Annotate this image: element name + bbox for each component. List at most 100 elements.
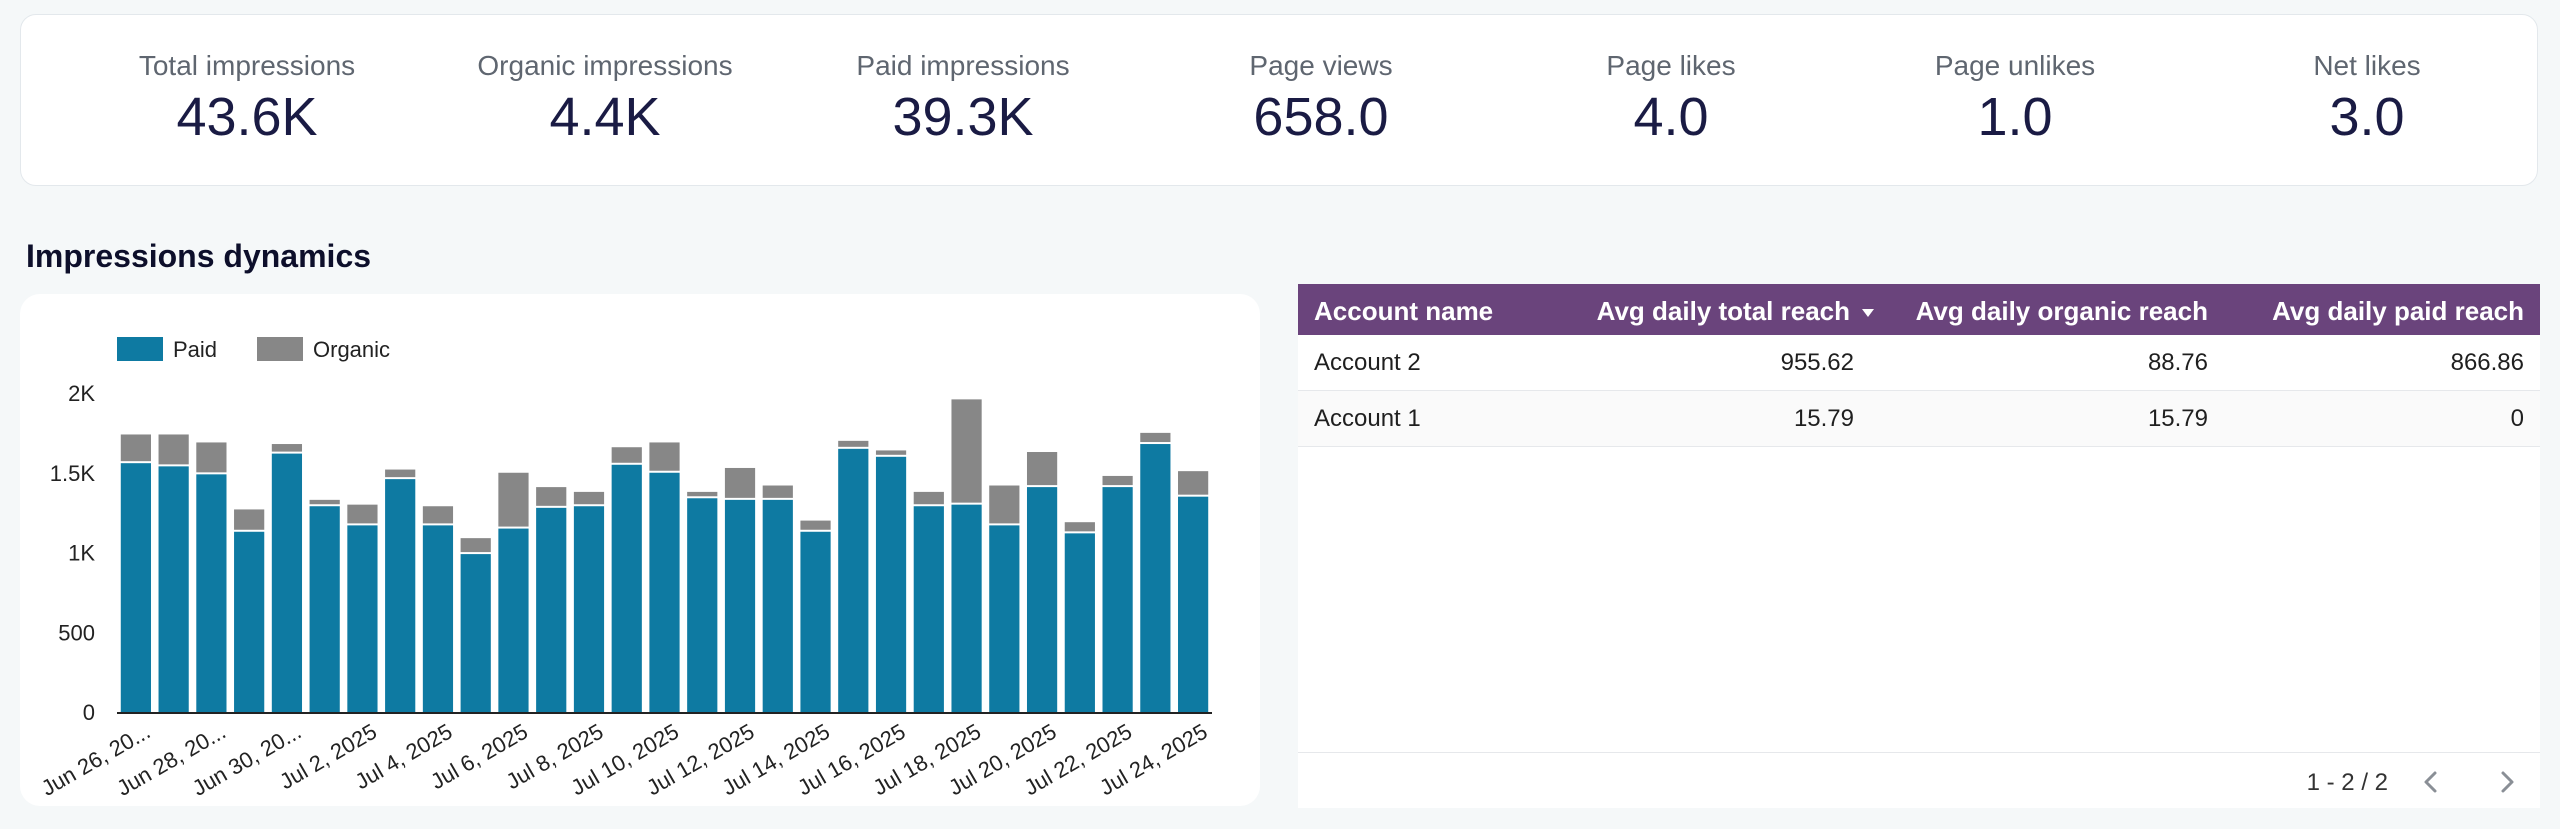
bar-organic [573, 491, 605, 505]
bar-organic [838, 440, 869, 447]
bar-paid [724, 499, 756, 712]
cell-avg-paid-reach: 0 [2510, 405, 2524, 432]
bar-paid [271, 453, 303, 712]
bar-paid [1178, 496, 1209, 712]
next-page-icon[interactable] [2492, 767, 2522, 797]
kpi-paid-impressions: Paid impressions 39.3K [813, 49, 1113, 149]
kpi-value: 658.0 [1253, 86, 1389, 147]
impressions-chart-card[interactable]: Paid Organic 0 500 1K 1.5K 2K Jun 26, 20... Jun … [20, 294, 1260, 806]
bar-organic [875, 450, 907, 455]
bar-organic [951, 399, 982, 503]
bar-paid [196, 474, 227, 712]
bar-organic [271, 444, 303, 452]
bar-organic [460, 538, 491, 553]
account-reach-table: Account name Avg daily total reach Avg d… [1298, 284, 2540, 808]
kpi-total-impressions: Total impressions 43.6K [97, 49, 397, 149]
kpi-label: Page likes [1606, 50, 1736, 81]
kpi-page-unlikes: Page unlikes 1.0 [1865, 49, 2165, 149]
table-header-row: Account name Avg daily total reach Avg d… [1298, 284, 2540, 335]
bar-paid [573, 506, 605, 712]
bar-organic [762, 485, 793, 498]
bar-organic [422, 506, 454, 524]
bar-paid [951, 504, 982, 712]
bar-paid [158, 466, 189, 712]
y-tick-label: 2K [68, 381, 95, 406]
bar-paid [875, 456, 907, 712]
bar-organic [498, 472, 529, 527]
table-row[interactable]: Account 1 15.79 15.79 0 [1298, 391, 2540, 447]
legend-label-organic: Organic [313, 337, 390, 362]
bar-paid [385, 479, 416, 712]
table-row[interactable]: Account 2 955.62 88.76 866.86 [1298, 335, 2540, 391]
bar-organic [800, 520, 831, 530]
bar-paid [1140, 444, 1171, 712]
bar-paid [120, 463, 151, 712]
legend-label-paid: Paid [173, 337, 217, 362]
bar-paid [498, 528, 529, 712]
kpi-organic-impressions: Organic impressions 4.4K [455, 49, 755, 149]
bar-organic [913, 491, 944, 505]
bar-organic [196, 442, 227, 473]
bar-paid [649, 472, 680, 712]
bar-organic [687, 491, 718, 497]
y-tick-label: 1K [68, 541, 95, 566]
legend-swatch-organic [257, 337, 303, 361]
legend-swatch-paid [117, 337, 163, 361]
bar-paid [422, 525, 454, 712]
bar-paid [838, 448, 869, 712]
kpi-scorecard-panel: Total impressions 43.6K Organic impressi… [20, 14, 2538, 186]
column-header-account-name[interactable]: Account name [1314, 296, 1494, 326]
kpi-value: 4.0 [1633, 86, 1709, 147]
bar-organic [989, 485, 1020, 524]
previous-page-icon[interactable] [2416, 767, 2446, 797]
cell-avg-organic-reach: 88.76 [2147, 349, 2208, 376]
bar-paid [913, 506, 944, 712]
bar-paid [1102, 487, 1133, 712]
y-tick-label: 1.5K [50, 461, 96, 486]
bar-organic [347, 504, 378, 524]
bar-paid [611, 464, 642, 712]
kpi-page-likes: Page likes 4.0 [1521, 49, 1821, 149]
kpi-value: 43.6K [176, 86, 318, 147]
y-tick-label: 0 [83, 700, 95, 725]
bar-organic [536, 487, 567, 506]
kpi-label: Page unlikes [1934, 50, 2096, 81]
bar-paid [800, 531, 831, 712]
bar-organic [724, 467, 756, 498]
cell-avg-total-reach: 15.79 [1793, 405, 1854, 432]
bar-organic [1178, 471, 1209, 495]
bar-paid [762, 499, 793, 712]
bar-paid [536, 507, 567, 712]
bar-organic [649, 442, 680, 471]
column-header-avg-organic-reach[interactable]: Avg daily organic reach [1915, 296, 2208, 326]
cell-avg-paid-reach: 866.86 [2450, 349, 2524, 376]
bar-paid [234, 531, 265, 712]
bar-paid [989, 525, 1020, 712]
bar-organic [1026, 452, 1058, 486]
kpi-label: Paid impressions [856, 50, 1070, 81]
table-pagination: 1 - 2 / 2 [1298, 752, 2540, 808]
kpi-label: Organic impressions [477, 50, 733, 81]
bar-organic [1064, 522, 1095, 532]
bar-paid [309, 506, 340, 712]
column-header-avg-paid-reach[interactable]: Avg daily paid reach [2272, 296, 2524, 326]
kpi-page-views: Page views 658.0 [1171, 49, 1471, 149]
bar-organic [120, 434, 151, 462]
kpi-value: 4.4K [549, 86, 661, 147]
kpi-value: 1.0 [1977, 86, 2053, 147]
kpi-net-likes: Net likes 3.0 [2217, 49, 2517, 149]
sort-descending-icon [1862, 309, 1874, 318]
column-header-avg-total-reach[interactable]: Avg daily total reach [1597, 296, 1874, 327]
cell-avg-organic-reach: 15.79 [2147, 405, 2208, 432]
pagination-info: 1 - 2 / 2 [2306, 769, 2388, 796]
section-title: Impressions dynamics [26, 238, 372, 274]
bar-paid [1026, 487, 1058, 712]
bar-organic [611, 447, 642, 463]
kpi-label: Page views [1249, 50, 1393, 81]
bar-paid [460, 554, 491, 712]
kpi-label: Total impressions [138, 50, 356, 81]
bar-organic [385, 469, 416, 478]
bar-organic [1102, 475, 1133, 486]
bar-paid [347, 525, 378, 712]
